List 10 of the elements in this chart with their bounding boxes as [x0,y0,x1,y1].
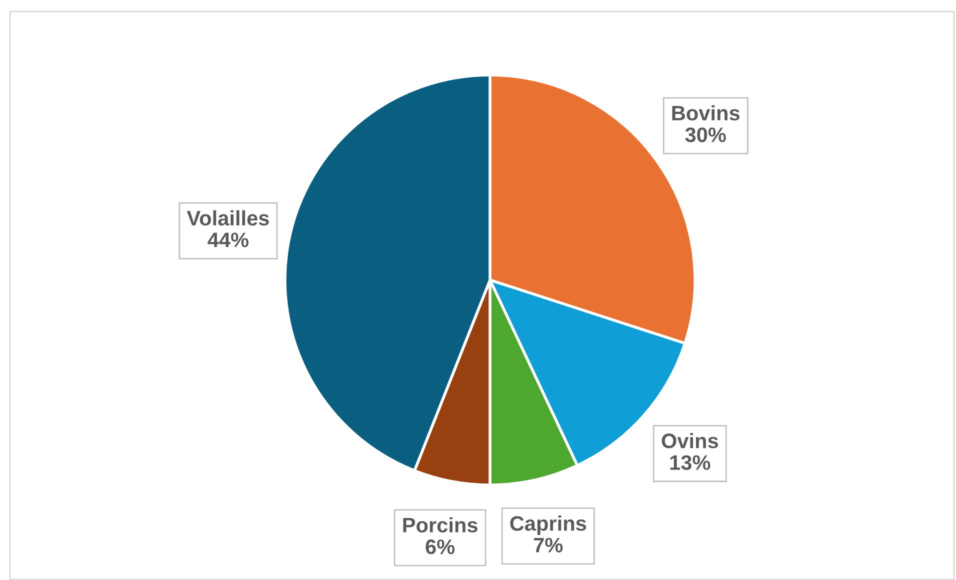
slice-label: Volailles [186,210,269,226]
data-label: 13% [670,455,710,470]
data-label: 30% [685,127,726,142]
data-label: 6% [426,539,455,554]
slice-label: Ovins [662,432,718,448]
slice-label: Porcins [403,517,478,532]
data-label: 44% [208,232,249,248]
slice-label: Bovins [672,105,740,121]
data-label: 7% [534,538,563,552]
slice-label: Caprins [510,516,586,535]
